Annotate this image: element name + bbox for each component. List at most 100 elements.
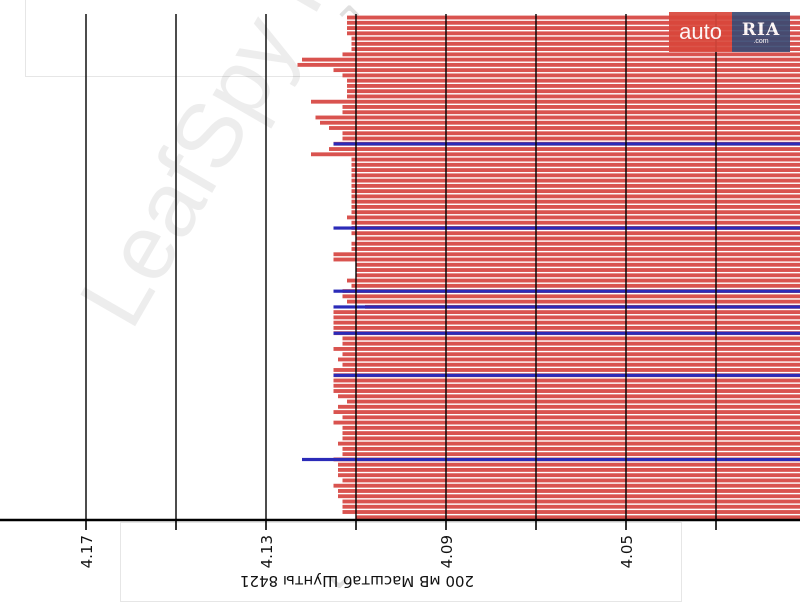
cell-bar	[343, 294, 800, 298]
shunt-highlight-line	[302, 458, 800, 461]
cell-bar	[347, 300, 800, 304]
cell-bar	[343, 137, 800, 141]
cell-bar	[343, 510, 800, 514]
cell-bar	[338, 405, 800, 409]
cell-bar	[347, 95, 800, 99]
cell-bar	[338, 468, 800, 472]
cell-bar	[352, 163, 800, 167]
cell-bar	[352, 168, 800, 172]
cell-bar	[334, 389, 800, 393]
cell-bar	[352, 194, 800, 198]
cell-bar	[343, 431, 800, 435]
cell-bar	[352, 158, 800, 162]
cell-bar	[311, 152, 800, 156]
cell-bar	[352, 184, 800, 188]
cell-bar	[302, 58, 800, 62]
cell-bar	[343, 500, 800, 504]
shunt-highlight-line	[334, 305, 800, 308]
logo-auto-text: auto	[669, 12, 732, 52]
cell-bar	[343, 105, 800, 109]
cell-bar	[334, 379, 800, 383]
x-axis: 4.17 4.13 4.09 4.05	[0, 520, 800, 568]
cell-bar	[352, 231, 800, 235]
cell-bar	[352, 247, 800, 251]
cell-bar	[343, 352, 800, 356]
cell-bar	[352, 205, 800, 209]
cell-bar	[334, 68, 800, 72]
cell-bar	[356, 268, 800, 272]
cell-bar	[352, 200, 800, 204]
cell-bar	[356, 263, 800, 267]
cell-bar	[334, 410, 800, 414]
cell-bar	[356, 515, 800, 519]
x-tick-label: 4.13	[258, 535, 276, 568]
shunt-highlight-line	[334, 142, 800, 145]
cell-bar	[352, 173, 800, 177]
cell-bar	[352, 210, 800, 214]
cell-bar	[334, 315, 800, 319]
cell-bar	[338, 358, 800, 362]
cell-bar	[343, 110, 800, 114]
cell-bar	[338, 442, 800, 446]
cell-bar	[343, 342, 800, 346]
cell-bar	[347, 84, 800, 88]
x-tick-label: 4.17	[78, 535, 96, 568]
cell-bar	[343, 436, 800, 440]
cell-bar	[316, 116, 800, 120]
logo-ria-badge: RIA .com	[732, 12, 790, 52]
cell-bar	[338, 463, 800, 467]
cell-bar	[343, 479, 800, 483]
x-axis-title: 200 мВ Масштаб Шунты 8421	[240, 572, 474, 590]
auto-ria-logo: auto RIA .com	[669, 12, 790, 52]
shunt-highlight-line	[334, 374, 800, 377]
cell-bar	[334, 421, 800, 425]
cell-bar	[343, 336, 800, 340]
cell-bar	[334, 384, 800, 388]
shunt-highlight-line	[334, 226, 800, 229]
cell-bar	[347, 89, 800, 93]
x-tick-label: 4.09	[438, 535, 456, 568]
cell-bar	[334, 484, 800, 488]
cell-bar	[320, 121, 800, 125]
cell-bar	[343, 452, 800, 456]
x-tick-label: 4.05	[618, 535, 636, 568]
cell-bar	[347, 79, 800, 83]
cell-bar	[343, 131, 800, 135]
cell-bar	[334, 258, 800, 262]
cell-bar	[338, 494, 800, 498]
cell-bar	[343, 426, 800, 430]
cell-bar	[347, 279, 800, 283]
cell-bar	[329, 147, 800, 151]
cell-bar	[343, 363, 800, 367]
cell-bar	[334, 368, 800, 372]
cell-bar	[352, 242, 800, 246]
cell-bar	[334, 326, 800, 330]
logo-com-text: .com	[753, 38, 768, 45]
bars-layer	[298, 16, 800, 520]
cell-bar	[356, 273, 800, 277]
cell-bar	[352, 284, 800, 288]
cell-bar	[298, 63, 800, 67]
shunt-highlight-line	[334, 332, 800, 335]
cell-bar	[338, 473, 800, 477]
cell-bar	[343, 505, 800, 509]
cell-bar	[352, 189, 800, 193]
cell-bar	[343, 447, 800, 451]
cell-bar	[334, 347, 800, 351]
cell-bar	[343, 73, 800, 77]
cell-bar	[352, 221, 800, 225]
cell-bar	[311, 100, 800, 104]
cell-bar	[338, 489, 800, 493]
cell-bar	[334, 252, 800, 256]
cell-bar	[329, 126, 800, 130]
cell-bar	[343, 415, 800, 419]
cell-bar	[334, 321, 800, 325]
cell-bar	[347, 215, 800, 219]
cell-bar	[343, 52, 800, 56]
cell-bar	[356, 237, 800, 241]
cell-bar	[338, 394, 800, 398]
logo-ria-text: RIA	[742, 20, 780, 40]
cell-bar	[352, 179, 800, 183]
